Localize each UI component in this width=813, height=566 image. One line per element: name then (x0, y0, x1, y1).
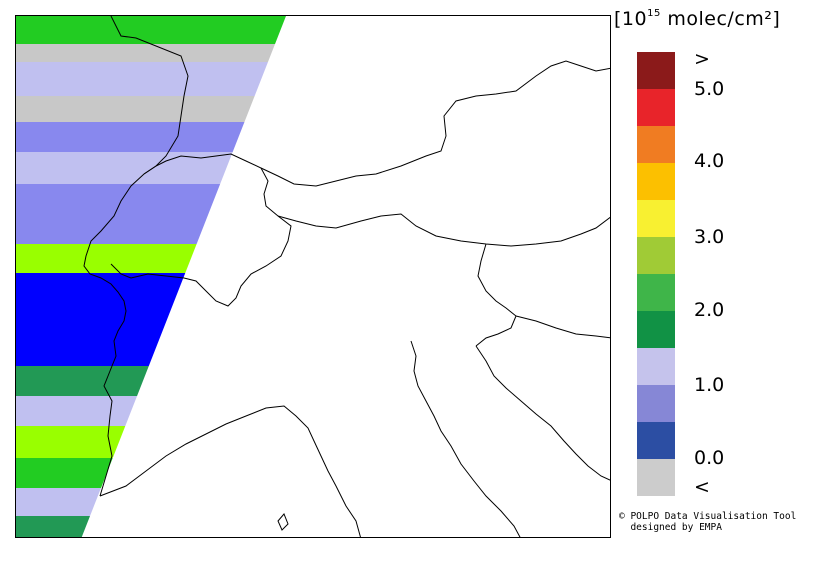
colorbar-swatch (637, 385, 675, 422)
colorbar-label: 5.0 (694, 78, 725, 100)
colorbar-swatch (637, 52, 675, 89)
colorbar-swatch (637, 200, 675, 237)
unit-label: [1015 molec/cm²] (614, 8, 781, 30)
colorbar-swatch (637, 89, 675, 126)
swath-band (16, 366, 149, 396)
italy-adriatic-coast (410, 340, 521, 537)
swath-band (16, 62, 268, 96)
swath-band (16, 426, 126, 458)
country-borders (83, 16, 610, 537)
italy-west-coast (99, 405, 361, 537)
colorbar-label: < (694, 476, 710, 498)
swath-band (16, 488, 101, 516)
colorbar-label: > (694, 48, 710, 70)
colorbar-swatch (637, 422, 675, 459)
france-east-border (83, 16, 189, 497)
colorbar-swatch (637, 163, 675, 200)
swath-band (16, 122, 245, 152)
map-canvas (16, 16, 610, 537)
swath-band (16, 458, 113, 488)
slovenia-border (475, 243, 517, 347)
colorbar-swatch (637, 274, 675, 311)
swath-band (16, 396, 138, 426)
map-panel (15, 15, 611, 538)
satellite-swath (16, 16, 286, 537)
austria-south-border (277, 213, 610, 247)
colorbar-label: 3.0 (694, 226, 725, 248)
swath-band (16, 244, 197, 273)
credit-text: © POLPO Data Visualisation Tool designed… (619, 511, 797, 533)
colorbar-swatch (637, 311, 675, 348)
colorbar-label: 0.0 (694, 447, 725, 469)
swath-band (16, 44, 276, 62)
croatia-border (515, 315, 610, 339)
colorbar-label: 2.0 (694, 299, 725, 321)
colorbar-label: 1.0 (694, 374, 725, 396)
colorbar-swatch (637, 126, 675, 163)
colorbar (637, 52, 675, 496)
swath-band (16, 184, 221, 244)
swath-band (16, 516, 91, 537)
istria-croatia-coast (475, 345, 610, 481)
corsica-tip (277, 513, 289, 531)
swath-band (16, 96, 255, 122)
swath-band (16, 16, 286, 44)
swath-band (16, 273, 186, 366)
colorbar-swatch (637, 459, 675, 496)
colorbar-swatch (637, 348, 675, 385)
colorbar-swatch (637, 237, 675, 274)
alpine-divide (260, 60, 610, 187)
colorbar-label: 4.0 (694, 150, 725, 172)
swath-band (16, 152, 233, 184)
swiss-border (110, 153, 292, 307)
